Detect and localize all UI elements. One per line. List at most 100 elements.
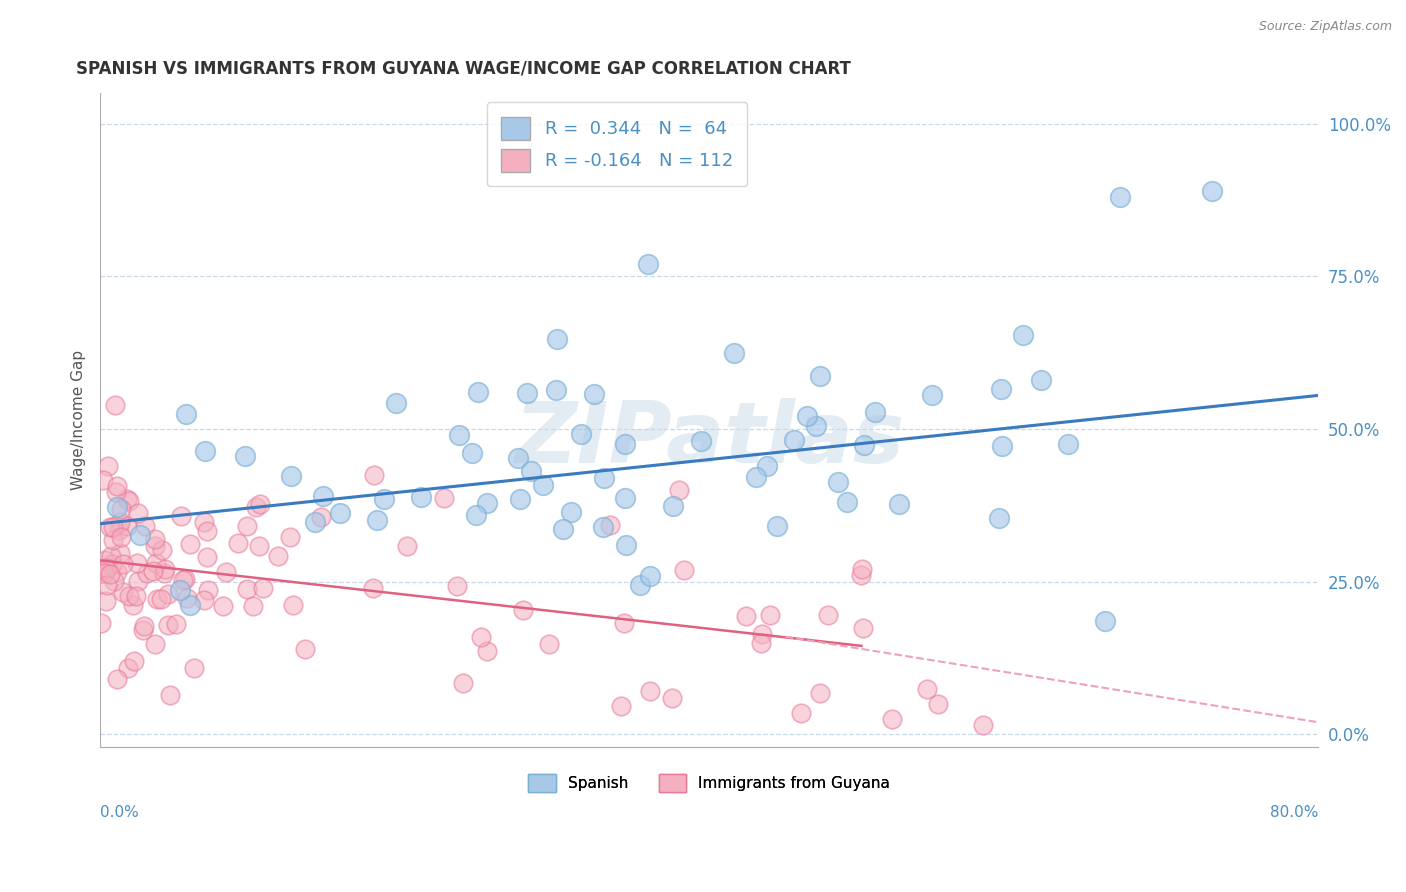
Point [880, 712, 903, 726]
Point [385, 396, 408, 410]
Point [110, 502, 132, 516]
Point [98, 520, 121, 534]
Point [142, 564, 165, 578]
Point [723, 346, 745, 360]
Point [226, 535, 249, 549]
Point [118, 493, 141, 508]
Point [766, 519, 789, 533]
Point [1011, 328, 1033, 343]
Point [796, 409, 818, 423]
Point [689, 434, 711, 449]
Point [465, 508, 488, 522]
Point [100, 549, 122, 564]
Text: Source: ZipAtlas.com: Source: ZipAtlas.com [1258, 20, 1392, 33]
Point [117, 661, 139, 675]
Point [853, 438, 876, 452]
Point [614, 437, 637, 451]
Point [520, 463, 543, 477]
Point [366, 513, 388, 527]
Point [915, 682, 938, 697]
Point [806, 419, 828, 434]
Point [153, 566, 176, 581]
Point [638, 683, 661, 698]
Point [294, 642, 316, 657]
Point [927, 697, 949, 711]
Point [236, 518, 259, 533]
Point [745, 469, 768, 483]
Point [108, 515, 131, 529]
Point [281, 598, 304, 612]
Point [195, 549, 218, 564]
Point [851, 562, 873, 576]
Point [546, 332, 568, 346]
Point [817, 608, 839, 623]
Point [93, 552, 115, 566]
Point [849, 568, 872, 582]
Point [735, 608, 758, 623]
Point [304, 515, 326, 529]
Point [449, 427, 471, 442]
Point [329, 506, 352, 520]
Point [194, 443, 217, 458]
Point [103, 574, 125, 588]
Point [610, 699, 633, 714]
Point [108, 546, 131, 560]
Point [146, 592, 169, 607]
Point [110, 530, 132, 544]
Point [467, 385, 489, 400]
Point [972, 718, 994, 732]
Point [143, 637, 166, 651]
Point [197, 582, 219, 597]
Point [477, 644, 499, 658]
Point [93, 566, 115, 581]
Point [143, 539, 166, 553]
Point [195, 524, 218, 538]
Point [131, 623, 153, 637]
Point [446, 579, 468, 593]
Text: 0.0%: 0.0% [100, 805, 139, 821]
Point [267, 549, 290, 564]
Point [211, 599, 233, 613]
Text: SPANISH VS IMMIGRANTS FROM GUYANA WAGE/INCOME GAP CORRELATION CHART: SPANISH VS IMMIGRANTS FROM GUYANA WAGE/I… [76, 60, 851, 78]
Point [98, 566, 121, 581]
Point [614, 538, 637, 552]
Point [373, 492, 395, 507]
Point [111, 557, 134, 571]
Point [638, 569, 661, 583]
Point [249, 497, 271, 511]
Point [1057, 437, 1080, 451]
Point [134, 519, 156, 533]
Point [153, 562, 176, 576]
Point [252, 581, 274, 595]
Point [661, 691, 683, 706]
Point [245, 500, 267, 514]
Point [512, 602, 534, 616]
Point [852, 621, 875, 635]
Point [179, 598, 201, 612]
Point [451, 676, 474, 690]
Point [127, 574, 149, 588]
Point [233, 450, 256, 464]
Point [461, 446, 484, 460]
Point [179, 537, 201, 551]
Point [395, 539, 418, 553]
Point [582, 387, 605, 401]
Point [97, 458, 120, 473]
Point [668, 483, 690, 497]
Point [145, 557, 167, 571]
Point [560, 505, 582, 519]
Point [363, 467, 385, 482]
Point [183, 661, 205, 675]
Point [157, 587, 180, 601]
Point [613, 491, 636, 505]
Point [312, 489, 335, 503]
Point [1109, 190, 1132, 204]
Point [105, 565, 128, 579]
Point [865, 405, 887, 419]
Point [835, 495, 858, 509]
Point [569, 426, 592, 441]
Point [551, 523, 574, 537]
Legend: R =  0.344   N =  64, R = -0.164   N = 112: R = 0.344 N = 64, R = -0.164 N = 112 [486, 102, 747, 186]
Point [96, 561, 118, 575]
Point [789, 706, 811, 720]
